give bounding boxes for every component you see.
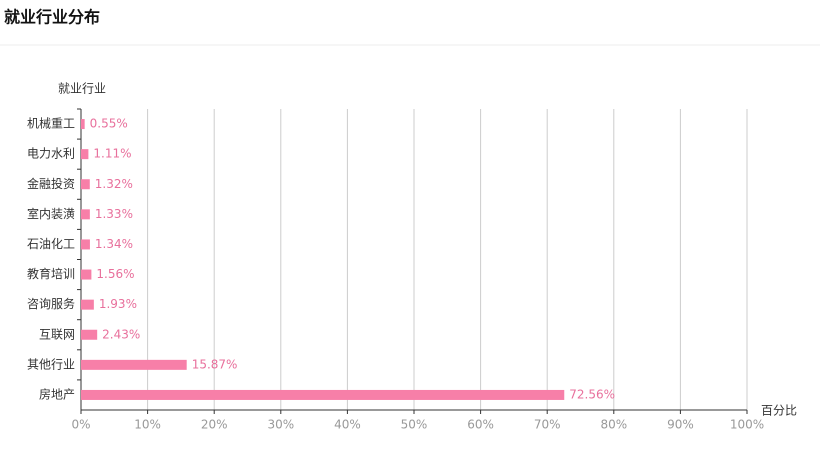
y-axis-label: 就业行业: [58, 82, 106, 96]
x-tick-label: 90%: [667, 418, 694, 432]
bar: [81, 209, 90, 220]
y-tick-label: 互联网: [39, 327, 75, 341]
value-label: 1.93%: [99, 297, 137, 311]
value-label: 1.33%: [95, 207, 133, 221]
x-tick-label: 80%: [600, 418, 627, 432]
x-tick-label: 70%: [534, 418, 561, 432]
value-label: 72.56%: [569, 387, 615, 401]
x-tick-label: 100%: [730, 418, 764, 432]
y-tick-label: 金融投资: [27, 176, 75, 191]
bar: [81, 389, 565, 400]
bar: [81, 329, 98, 340]
value-label: 0.55%: [90, 117, 128, 131]
y-tick-label: 石油化工: [27, 237, 75, 251]
y-tick-label: 电力水利: [27, 147, 75, 161]
value-label: 2.43%: [102, 327, 140, 341]
bar: [81, 149, 89, 160]
value-label: 1.11%: [93, 147, 131, 161]
x-tick-label: 30%: [267, 418, 294, 432]
bar: [81, 269, 92, 280]
y-tick-label: 其他行业: [27, 357, 75, 371]
x-tick-label: 50%: [401, 418, 428, 432]
value-label: 1.56%: [96, 267, 134, 281]
bar: [81, 239, 90, 250]
x-axis-label: 百分比: [761, 404, 797, 418]
bar: [81, 299, 94, 310]
value-label: 15.87%: [192, 357, 238, 371]
bar: [81, 119, 85, 130]
x-tick-label: 60%: [467, 418, 494, 432]
chart-title: 就业行业分布: [4, 8, 100, 27]
x-tick-label: 10%: [134, 418, 161, 432]
y-tick-label: 室内装潢: [27, 206, 75, 221]
y-tick-label: 房地产: [39, 386, 75, 401]
value-label: 1.34%: [95, 237, 133, 251]
y-tick-label: 机械重工: [27, 116, 75, 131]
bar: [81, 359, 187, 370]
y-tick-label: 教育培训: [27, 266, 75, 281]
x-tick-label: 0%: [71, 418, 90, 432]
x-tick-label: 20%: [201, 418, 228, 432]
x-tick-label: 40%: [334, 418, 361, 432]
bar: [81, 179, 90, 190]
value-label: 1.32%: [95, 177, 133, 191]
y-tick-label: 咨询服务: [27, 296, 75, 311]
